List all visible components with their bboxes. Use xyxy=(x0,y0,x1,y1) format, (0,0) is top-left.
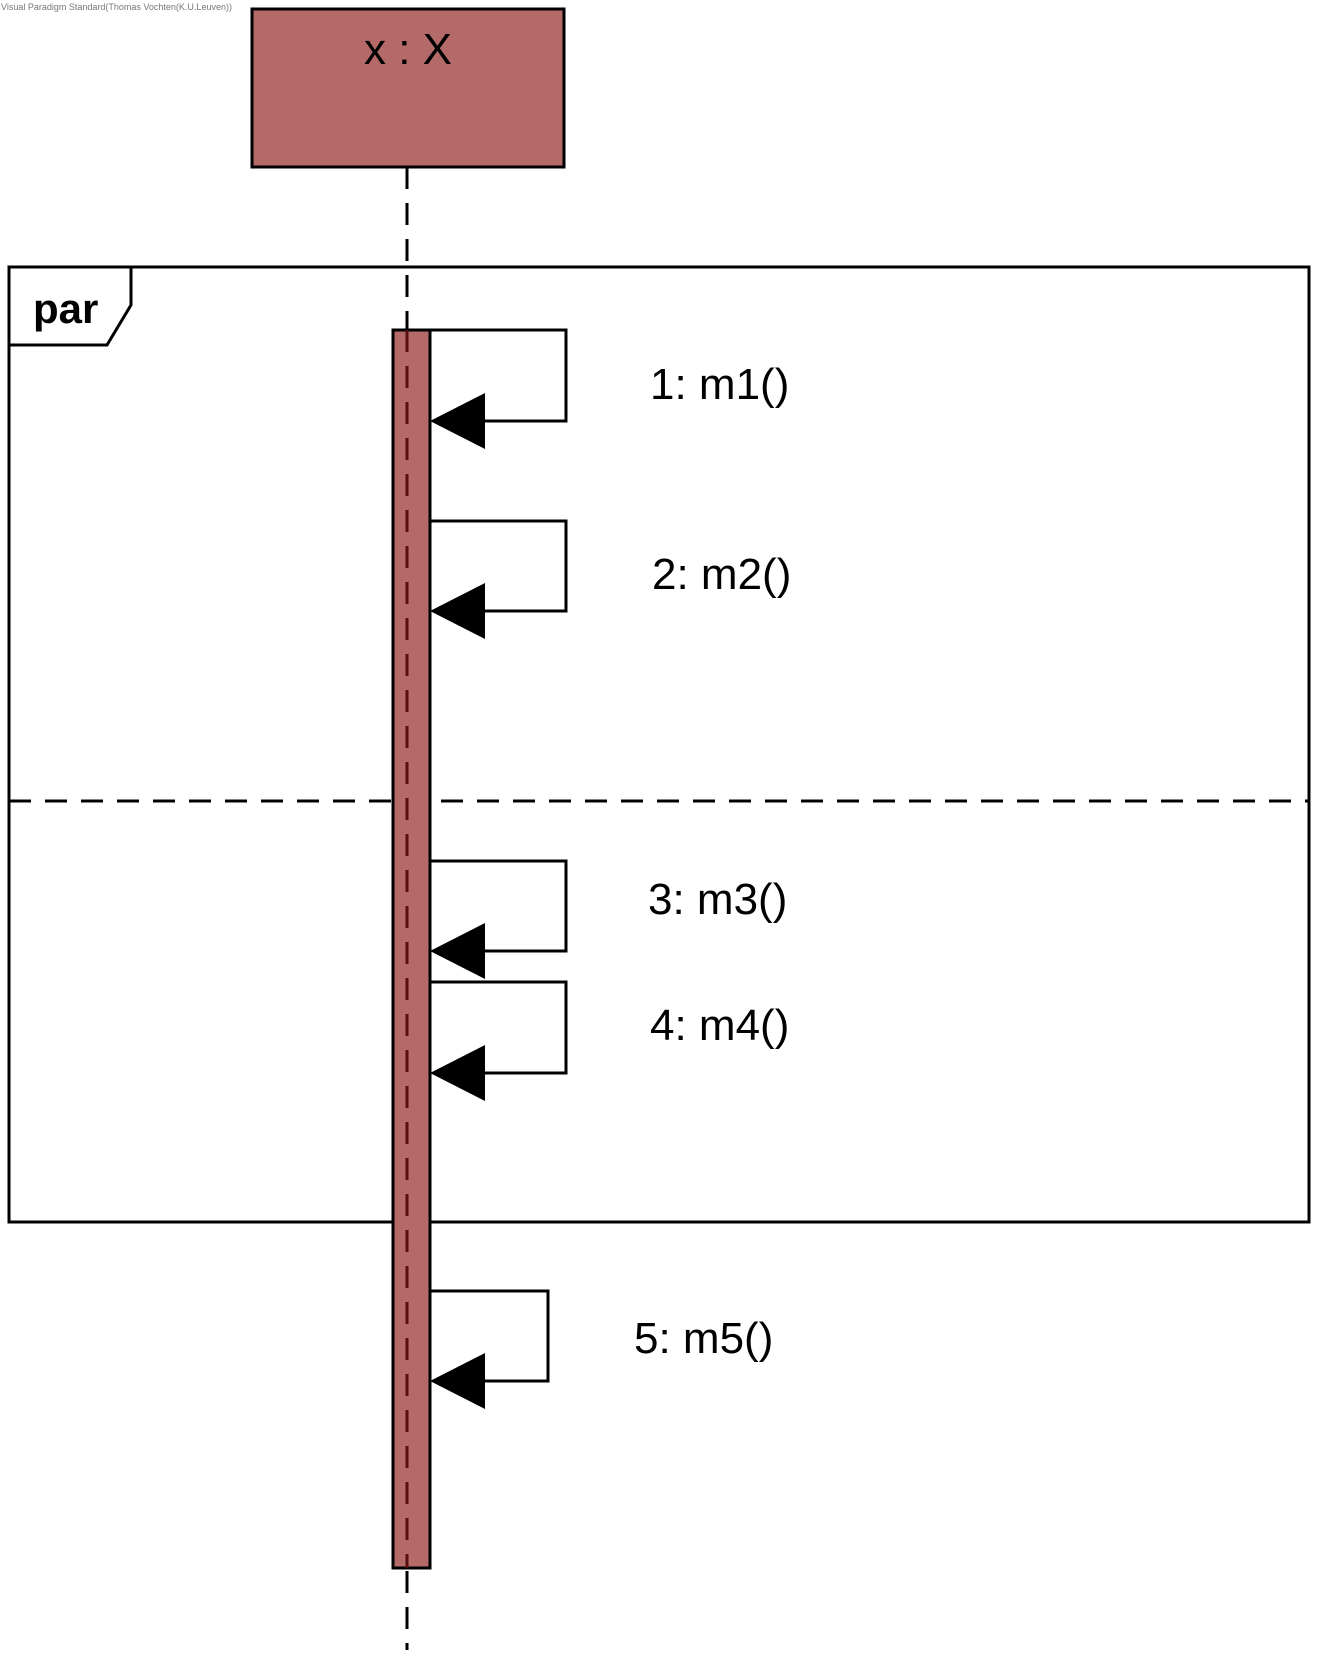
message-3-label: 3: m3() xyxy=(648,875,787,924)
message-3[interactable]: 3: m3() xyxy=(430,859,787,979)
lifeline-label: x : X xyxy=(364,25,452,74)
message-1-arrowhead-icon xyxy=(430,393,485,449)
message-4-arrowhead-icon xyxy=(430,1045,485,1101)
message-5-line xyxy=(430,1289,550,1383)
message-1-line xyxy=(430,328,568,423)
activation-rect xyxy=(391,328,432,1570)
message-1-label: 1: m1() xyxy=(650,360,789,409)
message-1[interactable]: 1: m1() xyxy=(430,328,789,449)
message-5-arrowhead-icon xyxy=(430,1353,485,1409)
par-fragment[interactable]: par xyxy=(7,265,1311,1224)
message-2-line xyxy=(430,519,568,613)
message-4[interactable]: 4: m4() xyxy=(430,980,789,1101)
object-box xyxy=(250,7,566,169)
message-3-arrowhead-icon xyxy=(430,923,485,979)
lifeline-head[interactable]: x : X xyxy=(250,7,566,169)
fragment-operator-label: par xyxy=(33,285,98,332)
message-5-label: 5: m5() xyxy=(634,1314,773,1363)
fragment-frame xyxy=(7,265,1311,1224)
message-5[interactable]: 5: m5() xyxy=(430,1289,773,1409)
message-2-label: 2: m2() xyxy=(652,550,791,599)
message-4-label: 4: m4() xyxy=(650,1001,789,1050)
watermark-text: Visual Paradigm Standard(Thomas Vochten(… xyxy=(1,2,232,12)
fragment-label-tab xyxy=(7,265,133,347)
activation-bar[interactable] xyxy=(391,328,432,1570)
message-2-arrowhead-icon xyxy=(430,583,485,639)
message-4-line xyxy=(430,980,568,1075)
message-2[interactable]: 2: m2() xyxy=(430,519,791,639)
message-3-line xyxy=(430,859,568,953)
